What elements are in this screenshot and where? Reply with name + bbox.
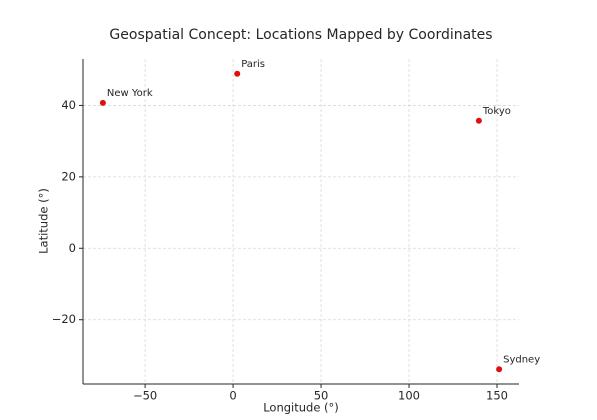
x-tick-label: −50 [133, 389, 157, 403]
point-label: Paris [241, 59, 265, 70]
point [234, 70, 241, 77]
point [475, 117, 482, 124]
point-label: New York [107, 88, 153, 99]
y-tick-label: 0 [69, 241, 76, 255]
x-tick-label: 100 [398, 389, 420, 403]
point [496, 366, 503, 373]
y-axis-label: Latitude (°) [37, 188, 51, 254]
y-tick-label: 20 [61, 169, 76, 183]
x-tick-label: 50 [314, 389, 329, 403]
point [99, 99, 106, 106]
point-label: Sydney [503, 354, 540, 365]
point-label: Tokyo [482, 106, 511, 117]
x-axis-label: Longitude (°) [263, 401, 339, 415]
y-tick-label: −20 [52, 312, 76, 326]
x-tick-label: 150 [486, 389, 508, 403]
y-tick-label: 40 [61, 98, 76, 112]
x-tick-label: 0 [229, 389, 236, 403]
chart-title: Geospatial Concept: Locations Mapped by … [109, 27, 492, 43]
